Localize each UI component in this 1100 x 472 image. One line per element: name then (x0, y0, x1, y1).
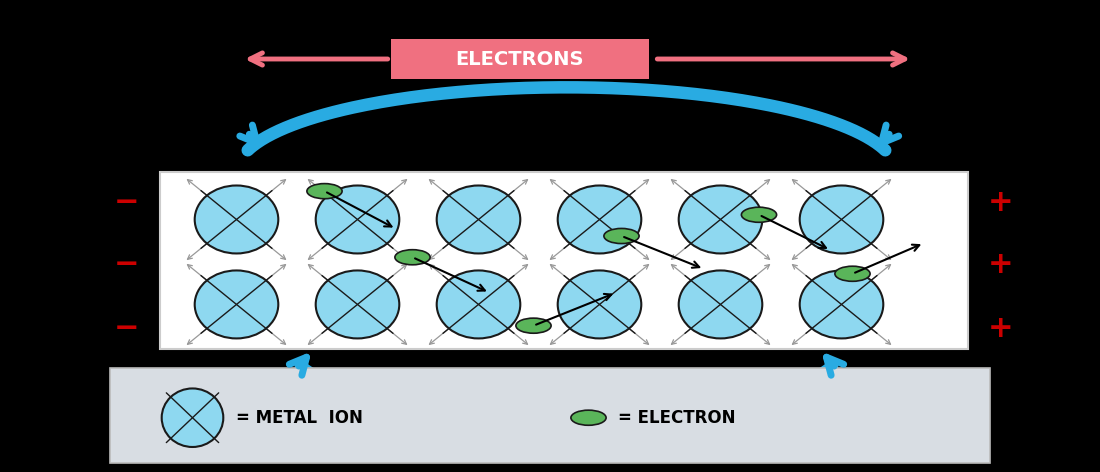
Ellipse shape (571, 410, 606, 425)
Ellipse shape (437, 270, 520, 338)
Ellipse shape (679, 270, 762, 338)
FancyBboxPatch shape (390, 39, 649, 79)
FancyBboxPatch shape (110, 368, 990, 463)
Ellipse shape (679, 185, 762, 253)
Ellipse shape (195, 270, 278, 338)
Text: ELECTRONS: ELECTRONS (455, 50, 583, 69)
Ellipse shape (437, 185, 520, 253)
Text: +: + (988, 250, 1014, 279)
Ellipse shape (516, 318, 551, 333)
Ellipse shape (835, 266, 870, 281)
Ellipse shape (195, 185, 278, 253)
Ellipse shape (604, 228, 639, 244)
Text: = METAL  ION: = METAL ION (236, 409, 363, 427)
Ellipse shape (162, 388, 223, 447)
Ellipse shape (800, 270, 883, 338)
FancyBboxPatch shape (160, 172, 968, 349)
Text: = ELECTRON: = ELECTRON (618, 409, 736, 427)
Ellipse shape (558, 270, 641, 338)
Text: −: − (113, 313, 140, 343)
Text: +: + (988, 313, 1014, 343)
Text: +: + (988, 188, 1014, 218)
Ellipse shape (800, 185, 883, 253)
Ellipse shape (307, 184, 342, 199)
Ellipse shape (558, 185, 641, 253)
Ellipse shape (395, 250, 430, 265)
Text: −: − (113, 250, 140, 279)
Ellipse shape (741, 207, 777, 222)
Ellipse shape (316, 270, 399, 338)
Text: −: − (113, 188, 140, 218)
Ellipse shape (316, 185, 399, 253)
